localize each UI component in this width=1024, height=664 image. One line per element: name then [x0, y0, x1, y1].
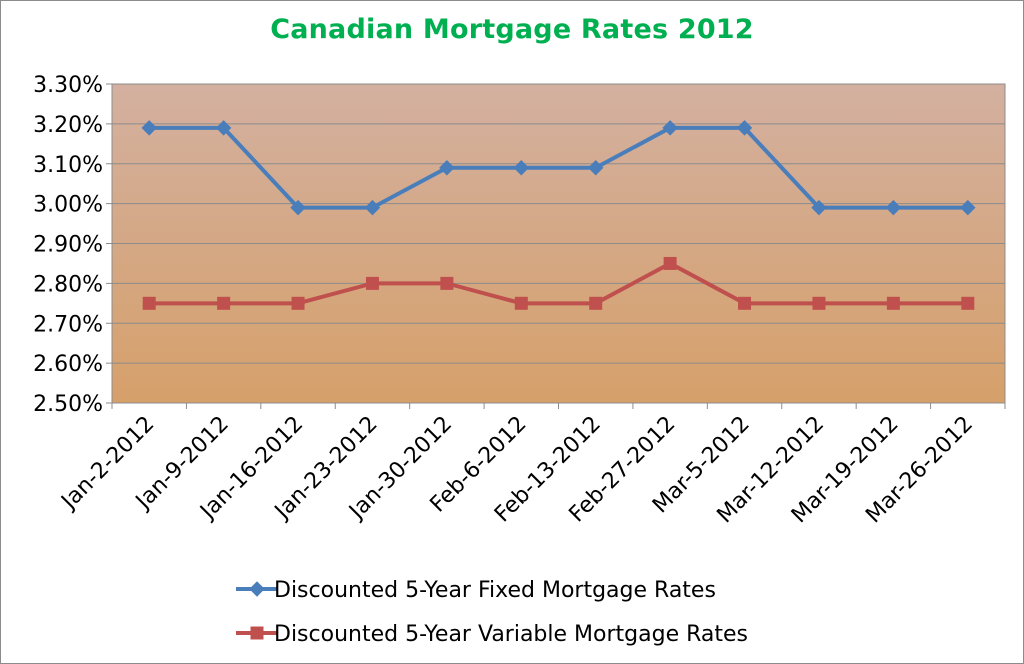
data-point [589, 296, 603, 310]
y-tick-label: 2.50% [33, 392, 103, 417]
data-point [885, 199, 902, 216]
data-point [142, 296, 156, 310]
data-point [217, 296, 231, 310]
data-point [662, 120, 678, 136]
legend-item: Discounted 5-Year Fixed Mortgage Rates [236, 578, 716, 603]
y-tick-label: 3.20% [33, 113, 103, 138]
y-tick-label: 2.60% [33, 352, 103, 377]
data-point [812, 296, 826, 310]
legend-marker [249, 581, 265, 597]
gridlines [112, 123, 1005, 364]
series-2 [142, 256, 975, 310]
data-point [290, 199, 306, 216]
y-tick-label: 3.10% [33, 153, 103, 178]
legend-label: Discounted 5-Year Fixed Mortgage Rates [274, 578, 716, 603]
chart-title: Canadian Mortgage Rates 2012 [270, 14, 754, 45]
data-point [738, 296, 752, 310]
legend-item: Discounted 5-Year Variable Mortgage Rate… [236, 622, 748, 647]
data-point [514, 296, 528, 310]
legend-marker [250, 626, 264, 640]
y-tick-label: 3.30% [33, 73, 103, 98]
data-point [811, 199, 827, 216]
y-tick-label: 2.80% [33, 272, 103, 297]
data-point [365, 276, 379, 290]
data-point [364, 199, 381, 216]
y-tick-label: 2.90% [33, 233, 103, 258]
data-point [961, 296, 975, 310]
data-point [440, 276, 454, 290]
y-tick-label: 2.70% [33, 312, 103, 337]
y-tick-label: 3.00% [33, 193, 103, 218]
x-axis: Jan-2-2012Jan-9-2012Jan-16-2012Jan-23-20… [56, 403, 1006, 528]
data-point [439, 160, 455, 176]
series-layer [141, 120, 976, 310]
data-point [886, 296, 900, 310]
series-line [149, 261, 968, 306]
y-axis: 2.50% 2.60% 2.70% 2.80% 2.90% 3.00% 3.10% 3.20%… [33, 73, 112, 417]
series-line [149, 125, 968, 210]
data-point [736, 120, 753, 136]
data-point [663, 256, 677, 270]
data-point [588, 160, 604, 176]
legend-label: Discounted 5-Year Variable Mortgage Rate… [274, 622, 748, 647]
data-point [960, 199, 976, 216]
data-point [215, 120, 232, 136]
data-point [513, 160, 529, 176]
data-point [141, 120, 157, 136]
series-1 [141, 120, 976, 216]
data-point [291, 296, 305, 310]
legend: Discounted 5-Year Fixed Mortgage Rates Di… [236, 578, 748, 647]
